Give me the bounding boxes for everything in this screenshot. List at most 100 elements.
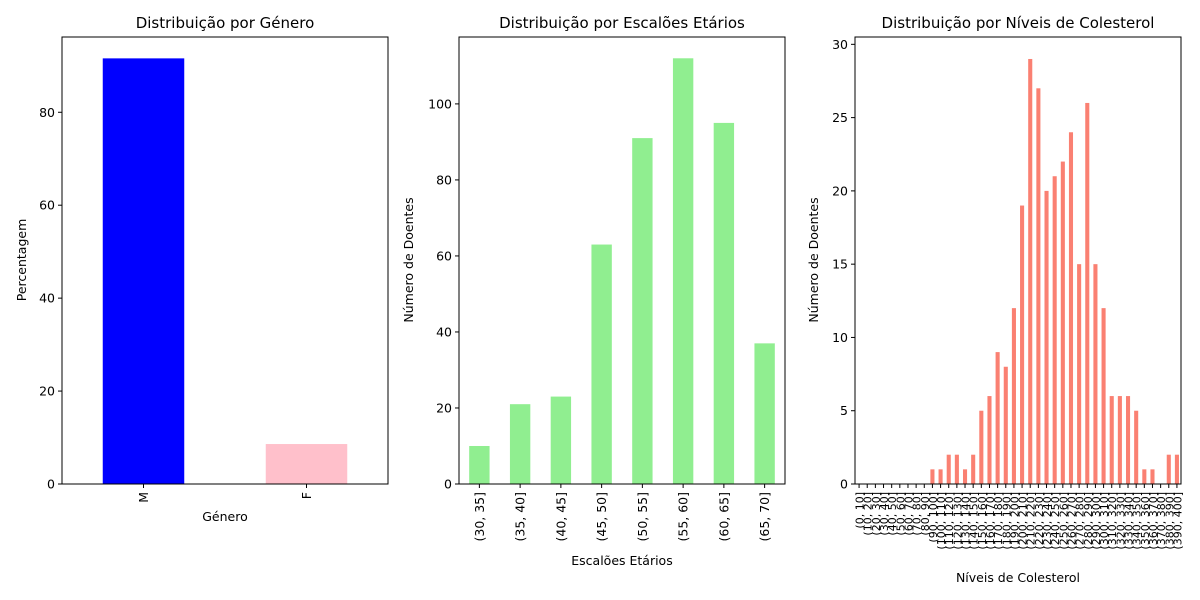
cholesterol-y-tick-label: 25 bbox=[832, 110, 848, 125]
cholesterol-bar bbox=[1093, 264, 1098, 484]
cholesterol-bar bbox=[1028, 58, 1033, 484]
cholesterol-bar bbox=[1174, 454, 1179, 484]
cholesterol-x-tick-label: (220, 230] bbox=[1033, 492, 1046, 550]
cholesterol-bar bbox=[938, 469, 943, 484]
cholesterol-x-tick-label: (110, 120] bbox=[943, 492, 956, 550]
cholesterol-x-tick-label: (210, 220] bbox=[1025, 492, 1038, 550]
cholesterol-bar bbox=[946, 454, 951, 484]
cholesterol-bar bbox=[1166, 454, 1171, 484]
cholesterol-x-tick-label: (180, 190] bbox=[1000, 492, 1013, 550]
age-bar bbox=[672, 58, 694, 484]
cholesterol-bar bbox=[1101, 308, 1106, 484]
age-y-tick-label: 0 bbox=[444, 477, 452, 492]
cholesterol-y-tick-label: 30 bbox=[832, 37, 848, 52]
age-x-axis-label: Escalões Etários bbox=[571, 553, 672, 568]
gender-axes-frame bbox=[61, 36, 389, 485]
age-bar bbox=[754, 343, 775, 484]
gender-plot-area: 0 20 40 60 80 M F bbox=[39, 36, 389, 503]
cholesterol-y-tick-label: 10 bbox=[832, 330, 848, 345]
gender-x-axis-label: Género bbox=[202, 509, 248, 524]
cholesterol-x-tick-label: (250, 260] bbox=[1057, 492, 1070, 550]
cholesterol-x-tick-label: (130, 140] bbox=[960, 492, 973, 550]
cholesterol-x-tick-label: (390, 400] bbox=[1171, 492, 1184, 550]
gender-y-axis-label: Percentagem bbox=[14, 219, 29, 302]
cholesterol-x-tick-label: (50, 60] bbox=[894, 492, 907, 536]
cholesterol-y-tick-label: 5 bbox=[840, 403, 848, 418]
cholesterol-x-tick-label: (280, 290] bbox=[1082, 492, 1095, 550]
age-x-tick-label: (30, 35] bbox=[472, 492, 487, 542]
age-bar bbox=[591, 244, 612, 484]
cholesterol-x-tick-label: (200, 210] bbox=[1017, 492, 1030, 550]
age-y-tick-label: 40 bbox=[436, 324, 452, 339]
age-bar bbox=[509, 404, 531, 484]
gender-chart: Distribuição por Género 0 20 40 60 80 M F Géne… bbox=[14, 14, 389, 524]
age-bar bbox=[550, 396, 572, 484]
gender-y-tick-label: 60 bbox=[39, 198, 55, 213]
cholesterol-bar bbox=[1011, 308, 1016, 484]
age-x-tick-label: (40, 45] bbox=[553, 492, 568, 542]
cholesterol-bar bbox=[930, 469, 935, 484]
cholesterol-bar bbox=[1060, 161, 1065, 484]
cholesterol-x-tick-label: (330, 340] bbox=[1123, 492, 1136, 550]
cholesterol-y-tick-label: 20 bbox=[832, 183, 848, 198]
gender-bar bbox=[265, 444, 348, 484]
gender-x-tick-label: F bbox=[299, 492, 314, 499]
age-x-tick-label: (55, 60] bbox=[676, 492, 691, 542]
gender-bar bbox=[102, 58, 185, 485]
age-bar bbox=[713, 122, 735, 485]
cholesterol-x-tick-label: (100, 110] bbox=[935, 492, 948, 550]
cholesterol-bar bbox=[1150, 469, 1155, 484]
cholesterol-x-tick-label: (160, 170] bbox=[984, 492, 997, 550]
cholesterol-x-tick-label: (40, 50] bbox=[886, 492, 899, 536]
cholesterol-x-tick-label: (120, 130] bbox=[951, 492, 964, 550]
cholesterol-x-axis-label: Níveis de Colesterol bbox=[956, 570, 1080, 585]
cholesterol-x-tick-label: (310, 320] bbox=[1106, 492, 1119, 550]
age-x-tick-label: (60, 65] bbox=[716, 492, 731, 542]
cholesterol-x-tick-label: (30, 40] bbox=[878, 492, 891, 536]
cholesterol-bar bbox=[987, 396, 992, 484]
cholesterol-x-tick-label: (380, 390] bbox=[1163, 492, 1176, 550]
cholesterol-x-tick-label: (370, 380] bbox=[1155, 492, 1168, 550]
gender-x-tick-label: M bbox=[136, 492, 151, 503]
cholesterol-bar bbox=[995, 352, 1000, 484]
cholesterol-x-tick-label: (70, 80] bbox=[911, 492, 924, 536]
age-bar bbox=[469, 445, 490, 484]
cholesterol-bar bbox=[954, 454, 959, 484]
cholesterol-x-tick-label: (320, 330] bbox=[1114, 492, 1127, 550]
age-x-tick-label: (35, 40] bbox=[513, 492, 528, 542]
cholesterol-x-tick-label: (240, 250] bbox=[1049, 492, 1062, 550]
cholesterol-bar bbox=[1125, 396, 1131, 484]
cholesterol-bar bbox=[1068, 132, 1074, 484]
gender-chart-title: Distribuição por Género bbox=[136, 14, 315, 32]
cholesterol-x-tick-label: (340, 350] bbox=[1131, 492, 1144, 550]
cholesterol-bar bbox=[1142, 469, 1147, 484]
cholesterol-x-tick-label: (10, 20] bbox=[862, 492, 875, 536]
cholesterol-y-tick-label: 0 bbox=[840, 477, 848, 492]
cholesterol-x-tick-label: (0, 10] bbox=[854, 492, 867, 529]
age-bar bbox=[632, 138, 653, 485]
cholesterol-chart-title: Distribuição por Níveis de Colesterol bbox=[882, 14, 1155, 32]
cholesterol-x-tick-label: (270, 280] bbox=[1074, 492, 1087, 550]
age-x-tick-label: (45, 50] bbox=[594, 492, 609, 542]
age-chart: Distribuição por Escalões Etários 0 20 40 6… bbox=[401, 14, 786, 568]
gender-y-tick-label: 40 bbox=[39, 291, 55, 306]
gender-y-tick-label: 0 bbox=[47, 477, 55, 492]
age-chart-title: Distribuição por Escalões Etários bbox=[499, 14, 745, 32]
cholesterol-x-tick-label: (140, 150] bbox=[968, 492, 981, 550]
cholesterol-bar bbox=[1036, 88, 1041, 485]
age-y-tick-label: 20 bbox=[436, 400, 452, 415]
cholesterol-x-tick-label: (170, 180] bbox=[992, 492, 1005, 550]
cholesterol-chart: Distribuição por Níveis de Colesterol 0 5… bbox=[806, 14, 1184, 585]
cholesterol-x-tick-label: (60, 70] bbox=[902, 492, 915, 536]
cholesterol-x-tick-label: (190, 200] bbox=[1008, 492, 1021, 550]
age-plot-area: 0 20 40 60 80 100 (30, 35] (35, 40] (40, 45] (45,… bbox=[428, 36, 786, 542]
cholesterol-x-tick-label: (300, 310] bbox=[1098, 492, 1111, 550]
cholesterol-x-tick-label: (350, 360] bbox=[1139, 492, 1152, 550]
cholesterol-bar bbox=[1020, 205, 1025, 485]
cholesterol-bar bbox=[1109, 396, 1114, 484]
cholesterol-bar bbox=[1117, 396, 1122, 484]
cholesterol-x-tick-label: (290, 300] bbox=[1090, 492, 1103, 550]
cholesterol-axes-frame bbox=[854, 36, 1182, 485]
cholesterol-bar bbox=[1003, 366, 1008, 484]
